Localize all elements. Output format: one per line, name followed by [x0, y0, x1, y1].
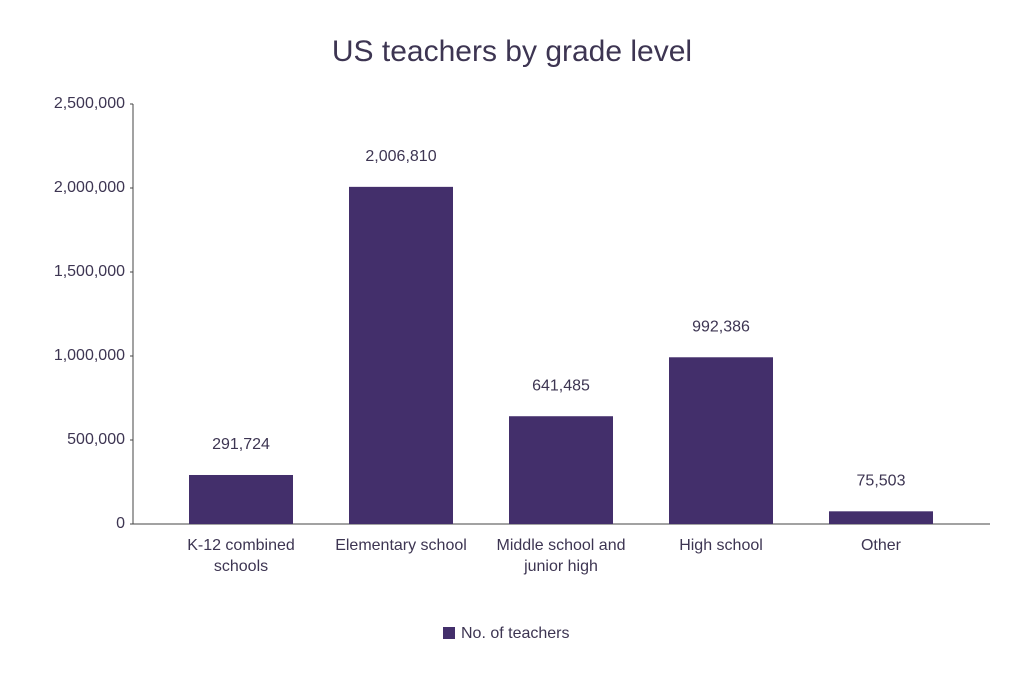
legend-swatch — [443, 627, 455, 639]
x-tick-label: Other — [860, 537, 901, 554]
y-tick-label: 1,000,000 — [54, 347, 125, 364]
bar — [189, 474, 293, 524]
bar — [509, 416, 613, 524]
x-tick-label: High school — [679, 537, 763, 554]
data-label: 641,485 — [532, 377, 590, 394]
data-label: 75,503 — [857, 473, 906, 490]
y-tick-label: 500,000 — [67, 431, 125, 448]
y-tick-label: 2,000,000 — [54, 179, 125, 196]
data-label: 2,006,810 — [365, 148, 436, 165]
y-tick-label: 2,500,000 — [54, 95, 125, 112]
data-label: 992,386 — [692, 318, 750, 335]
data-label: 291,724 — [212, 436, 270, 453]
y-tick-label: 1,500,000 — [54, 263, 125, 280]
chart-title: US teachers by grade level — [332, 35, 692, 68]
x-tick-label: K-12 combined schools — [187, 537, 295, 575]
legend-label: No. of teachers — [461, 625, 570, 642]
y-tick-label: 0 — [116, 515, 125, 532]
x-tick-label: Middle school and junior high — [496, 537, 626, 575]
x-tick-label: Elementary school — [335, 537, 467, 554]
bar — [349, 186, 453, 524]
bar — [829, 511, 933, 524]
bar — [669, 357, 773, 524]
